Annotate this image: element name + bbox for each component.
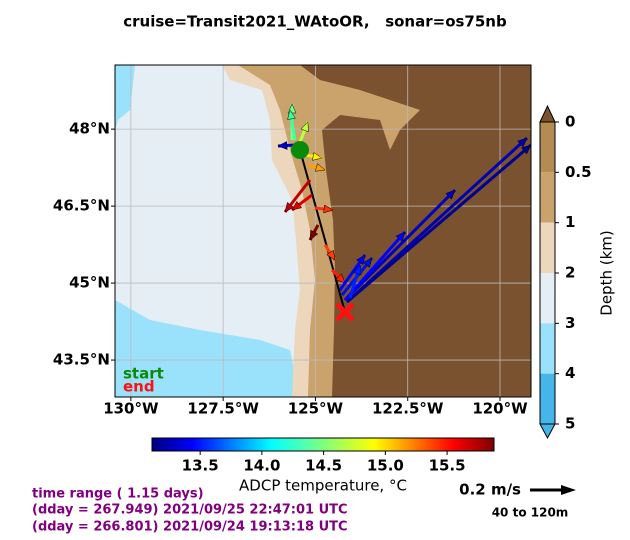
y-tick-label: 46.5°N <box>53 197 110 215</box>
velocity-arrow-head <box>312 152 323 161</box>
depth-color-segment <box>540 122 555 173</box>
temperature-colorbar <box>151 437 495 452</box>
start-time: (dday = 266.801) 2021/09/24 19:13:18 UTC <box>32 520 348 535</box>
depth-range: 40 to 120m <box>492 506 569 520</box>
speed-scale-label: 0.2 m/s <box>459 481 521 499</box>
velocity-arrow-head <box>517 137 528 148</box>
velocity-arrow-head <box>300 121 309 133</box>
ship-track <box>299 149 346 313</box>
temperature-tick-label: 15.5 <box>429 457 466 475</box>
end-label: end <box>123 378 155 396</box>
depth-tick-label: 1 <box>565 213 575 231</box>
x-tick-label: 122.5°W <box>372 400 444 418</box>
temperature-tick-label: 14.5 <box>305 457 342 475</box>
scale-arrow-head <box>561 485 576 495</box>
map-frame <box>114 64 532 398</box>
title: cruise=Transit2021_WAtoOR, sonar=os75nb <box>123 13 507 31</box>
time-range: time range ( 1.15 days) <box>32 487 204 502</box>
temperature-colorbar-label: ADCP temperature, °C <box>239 477 407 495</box>
y-tick-label: 43.5°N <box>53 351 110 369</box>
temperature-tick-label: 14.0 <box>243 457 280 475</box>
velocity-arrow-head <box>291 200 303 211</box>
end-marker <box>335 302 355 322</box>
y-tick-label: 45°N <box>69 274 110 292</box>
velocity-arrow-head <box>353 264 362 276</box>
temperature-tick-label: 15.0 <box>367 457 404 475</box>
velocity-arrow-head <box>326 249 336 261</box>
y-tick-label: 48°N <box>69 120 110 138</box>
x-tick-label: 130°W <box>103 400 159 418</box>
start-label: start <box>123 365 164 383</box>
temperature-tick-label: 13.5 <box>182 457 219 475</box>
depth-tick-label: 2 <box>565 264 575 282</box>
velocity-arrow-head <box>445 189 456 200</box>
colorbar-extend-top <box>539 104 556 123</box>
depth-color-segment <box>540 273 555 324</box>
start-marker <box>291 141 309 159</box>
depth-color-segment <box>540 373 555 424</box>
x-tick-label: 127.5°W <box>187 400 259 418</box>
depth-tick-label: 5 <box>565 415 575 433</box>
velocity-arrow-head <box>284 202 295 213</box>
depth-tick-label: 0 <box>565 113 575 131</box>
velocity-arrow-head <box>356 254 366 266</box>
colorbar-extend-bottom <box>539 423 556 440</box>
velocity-arrow <box>343 188 457 302</box>
velocity-arrow-head <box>335 273 346 284</box>
x-tick-label: 125°W <box>288 400 344 418</box>
velocity-arrow-head <box>521 144 531 155</box>
map <box>115 65 531 397</box>
velocity-arrow <box>346 143 531 304</box>
x-tick-label: 120°W <box>472 400 528 418</box>
deep-water <box>115 65 300 397</box>
velocity-arrow-head <box>277 141 288 150</box>
velocity-arrow <box>343 231 407 301</box>
velocity-arrow-head <box>309 229 319 241</box>
depth-tick-label: 0.5 <box>565 163 592 181</box>
velocity-arrow-head <box>287 109 296 120</box>
velocity-arrow-head <box>395 231 406 242</box>
depth-color-segment <box>540 222 555 273</box>
depth-tick-label: 3 <box>565 314 575 332</box>
end-time: (dday = 267.949) 2021/09/25 22:47:01 UTC <box>32 503 348 518</box>
depth-color-segment <box>540 323 555 374</box>
velocity-arrow-head <box>323 204 334 214</box>
velocity-arrow-head <box>362 257 373 268</box>
velocity-arrow-head <box>314 163 326 172</box>
depth-color-segment <box>540 172 555 223</box>
depth-colorbar-label: Depth (km) <box>598 230 616 315</box>
depth-tick-label: 4 <box>565 364 575 382</box>
